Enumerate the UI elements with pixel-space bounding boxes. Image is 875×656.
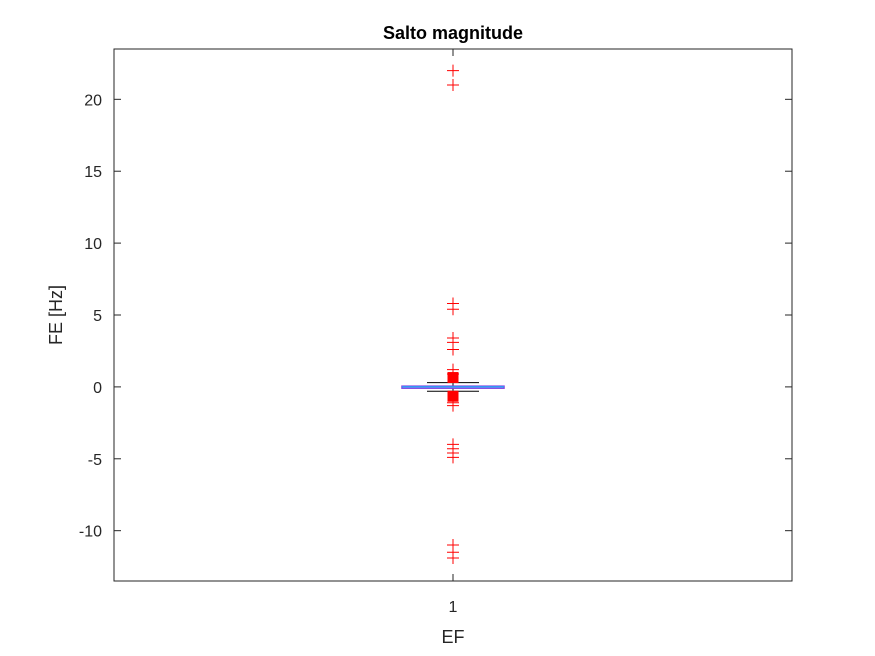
y-axis-label: FE [Hz] <box>46 285 66 345</box>
outlier-points <box>447 64 459 564</box>
x-axis: 1 <box>449 49 458 616</box>
y-tick-label: -10 <box>79 524 102 541</box>
outlier-point <box>447 451 459 464</box>
y-tick-label: 0 <box>93 380 102 397</box>
x-axis-label: EF <box>441 627 464 647</box>
y-tick-label: -5 <box>88 452 102 469</box>
outlier-point <box>447 64 459 77</box>
square-marker <box>447 390 459 402</box>
y-axis: -10 -5 0 5 10 15 20 <box>79 92 792 541</box>
outlier-point <box>447 78 459 91</box>
y-tick-label: 5 <box>93 308 102 325</box>
y-tick-label: 10 <box>84 236 102 253</box>
y-tick-label: 15 <box>84 164 102 181</box>
outlier-point <box>447 399 459 412</box>
outlier-point <box>447 303 459 316</box>
y-tick-label: 20 <box>84 92 102 109</box>
outlier-point <box>447 551 459 564</box>
x-tick-label: 1 <box>449 599 458 616</box>
outlier-point <box>447 367 459 380</box>
chart-title: Salto magnitude <box>383 23 523 43</box>
outlier-point <box>447 343 459 356</box>
